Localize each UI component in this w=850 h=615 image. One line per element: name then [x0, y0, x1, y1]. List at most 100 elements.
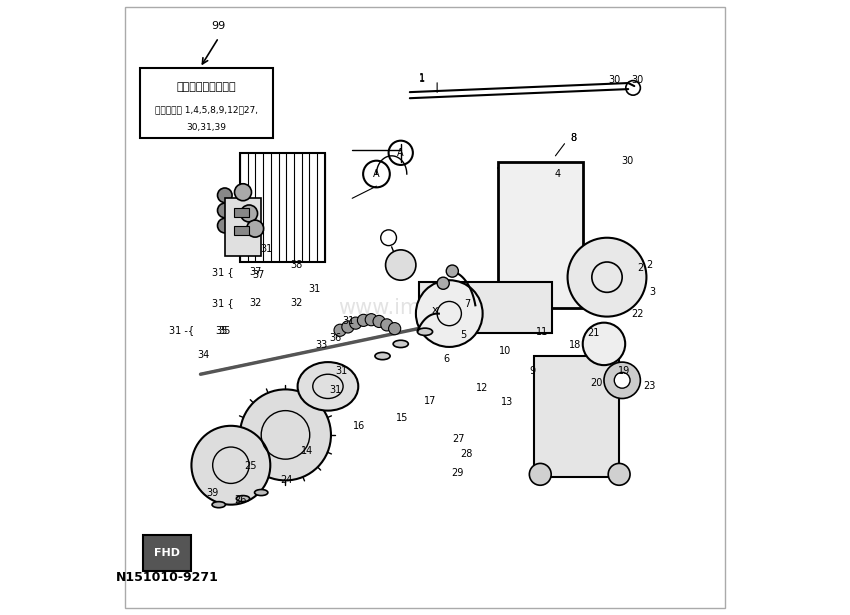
- Text: 17: 17: [423, 396, 436, 406]
- Text: 16: 16: [354, 421, 366, 430]
- Text: 31: 31: [342, 316, 354, 326]
- Circle shape: [218, 203, 232, 218]
- Text: 15: 15: [396, 413, 409, 423]
- Text: スタータアセンブリ: スタータアセンブリ: [177, 82, 236, 92]
- Circle shape: [241, 205, 258, 222]
- Text: 39: 39: [207, 488, 218, 498]
- Bar: [419, 282, 552, 333]
- Text: 見出番号　 1,4,5,8,9,12～27,: 見出番号 1,4,5,8,9,12～27,: [155, 105, 258, 114]
- Text: 35: 35: [218, 325, 231, 336]
- Text: 31 -{: 31 -{: [169, 325, 195, 336]
- Bar: [534, 356, 619, 477]
- Text: 37: 37: [252, 271, 264, 280]
- Text: 14: 14: [301, 446, 313, 456]
- Circle shape: [615, 373, 630, 388]
- Circle shape: [416, 280, 483, 347]
- Circle shape: [191, 426, 270, 505]
- Text: 8: 8: [570, 133, 576, 143]
- Bar: [240, 153, 325, 262]
- Text: 25: 25: [244, 461, 257, 472]
- Bar: [234, 208, 249, 216]
- Circle shape: [366, 314, 377, 326]
- Circle shape: [342, 321, 354, 333]
- Ellipse shape: [375, 352, 390, 360]
- Text: 26: 26: [235, 496, 246, 506]
- Text: 10: 10: [499, 346, 511, 356]
- Text: 28: 28: [460, 450, 473, 459]
- Text: 31: 31: [309, 284, 320, 295]
- Ellipse shape: [417, 328, 433, 335]
- Text: 38: 38: [290, 260, 303, 270]
- FancyBboxPatch shape: [143, 535, 191, 571]
- Text: 22: 22: [631, 309, 643, 319]
- Circle shape: [437, 277, 450, 289]
- Text: FHD: FHD: [154, 548, 180, 558]
- Text: 30,31,39: 30,31,39: [187, 122, 227, 132]
- Text: 29: 29: [451, 467, 464, 477]
- Text: 23: 23: [643, 381, 655, 391]
- Text: 30: 30: [620, 156, 633, 165]
- Circle shape: [583, 323, 626, 365]
- Text: 37: 37: [249, 268, 262, 277]
- Circle shape: [334, 324, 346, 336]
- Text: 7: 7: [464, 300, 471, 309]
- Circle shape: [235, 184, 252, 200]
- Text: 31: 31: [329, 385, 342, 395]
- Text: 9: 9: [530, 366, 536, 376]
- Circle shape: [388, 323, 400, 335]
- Text: A: A: [373, 169, 380, 179]
- Circle shape: [373, 315, 385, 328]
- Bar: [498, 162, 583, 308]
- Text: 33: 33: [315, 340, 328, 350]
- Text: 2: 2: [647, 260, 653, 270]
- Text: 30: 30: [609, 75, 621, 85]
- Circle shape: [609, 464, 630, 485]
- Text: 6: 6: [443, 354, 450, 364]
- Text: 18: 18: [570, 340, 581, 350]
- Text: A: A: [398, 148, 404, 158]
- Text: 4: 4: [554, 169, 560, 179]
- Text: 3: 3: [649, 287, 655, 297]
- Circle shape: [240, 389, 331, 480]
- Circle shape: [446, 265, 458, 277]
- Text: 34: 34: [197, 350, 210, 360]
- Text: 30: 30: [632, 75, 643, 85]
- Text: www.imaxy-jp.com: www.imaxy-jp.com: [338, 298, 536, 317]
- Bar: [224, 198, 261, 256]
- Bar: [140, 68, 274, 138]
- Ellipse shape: [212, 502, 225, 508]
- Text: N151010-9271: N151010-9271: [116, 571, 218, 584]
- Text: 8: 8: [570, 133, 576, 143]
- Text: 2: 2: [638, 263, 643, 273]
- Text: 1: 1: [419, 74, 425, 84]
- Circle shape: [246, 220, 264, 237]
- Text: 27: 27: [452, 434, 465, 444]
- Ellipse shape: [236, 496, 250, 502]
- Text: 31: 31: [335, 365, 348, 376]
- Text: 19: 19: [618, 366, 630, 376]
- Ellipse shape: [254, 490, 268, 496]
- Circle shape: [568, 238, 647, 317]
- Text: 99: 99: [212, 22, 226, 31]
- Ellipse shape: [298, 362, 358, 411]
- Circle shape: [218, 218, 232, 233]
- Text: 24: 24: [280, 475, 293, 485]
- Circle shape: [530, 464, 551, 485]
- Text: 11: 11: [536, 327, 548, 337]
- Text: 36: 36: [329, 333, 342, 343]
- Text: 32: 32: [249, 298, 262, 308]
- Circle shape: [381, 319, 393, 331]
- Ellipse shape: [394, 340, 408, 347]
- Text: 13: 13: [501, 397, 513, 407]
- Text: 21: 21: [587, 328, 600, 338]
- Text: 32: 32: [291, 298, 303, 308]
- Circle shape: [357, 314, 370, 327]
- Text: 5: 5: [460, 330, 467, 340]
- Text: 20: 20: [591, 378, 603, 388]
- Text: 31: 31: [260, 244, 272, 254]
- Circle shape: [386, 250, 416, 280]
- Text: x: x: [432, 305, 438, 315]
- Circle shape: [218, 188, 232, 202]
- Text: 1: 1: [419, 73, 425, 83]
- Bar: [234, 226, 249, 235]
